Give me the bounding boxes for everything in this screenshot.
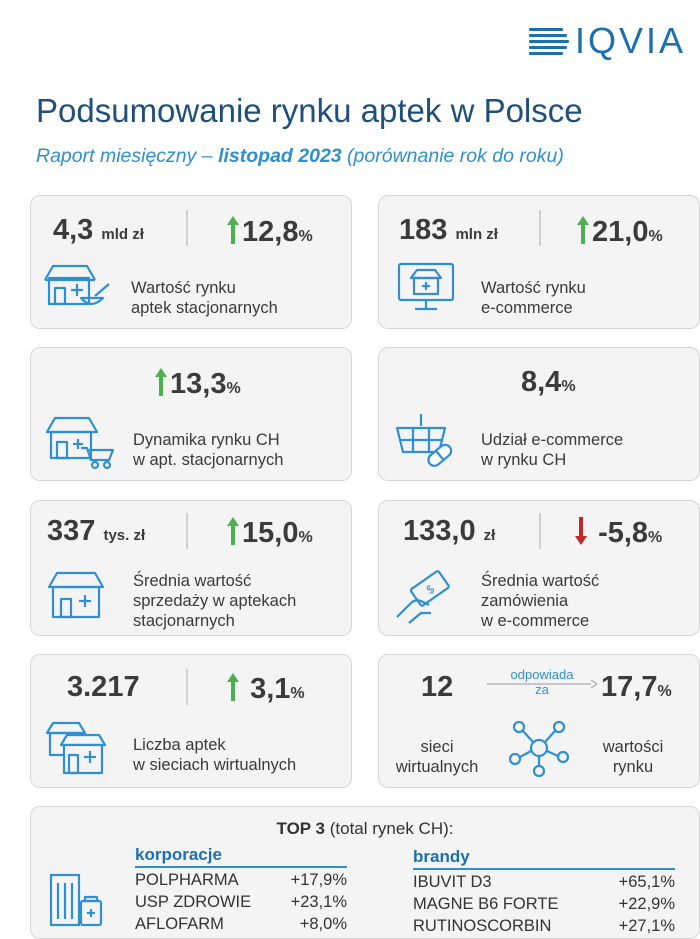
ecommerce-share-label: Udział e-commerce w rynku CH [481, 431, 624, 469]
virtual-networks-right-label: wartości rynku [602, 738, 664, 776]
card-avg-sales: 337 tys. zł 15,0% Średnia wartość sprzeda… [30, 500, 352, 636]
arrow-right-icon [487, 679, 597, 689]
card-market-ecommerce: 183 mln zł 21,0% Wartość rynku e-commerce [378, 195, 700, 329]
card-virtual-networks: 12 odpowiada za 17,7% sieci wirtualnych wa… [378, 654, 700, 788]
corporation-row: AFLOFARM +8,0% [135, 915, 347, 933]
page-title: Podsumowanie rynku aptek w Polsce [36, 92, 583, 129]
corporations-heading: korporacje [135, 845, 222, 864]
card-avg-order: 133,0 zł -5,8% $ Średnia wartość zamówien… [378, 500, 700, 636]
arrow-up-icon [155, 368, 167, 396]
market-ecommerce-label: Wartość rynku e-commerce [481, 279, 586, 317]
market-stationary-change: 12,8% [227, 216, 313, 247]
arrow-up-icon [227, 673, 239, 701]
network-icon [509, 720, 569, 777]
page-subtitle: Raport miesięczny – listopad 2023 (porów… [36, 145, 564, 167]
market-ecommerce-value: 183 mln zł [399, 214, 498, 246]
avg-sales-value: 337 tys. zł [47, 515, 146, 547]
avg-order-change: -5,8% [575, 517, 662, 548]
card-market-stationary: 4,3 mld zł 12,8% Wartość rynku aptek stac… [30, 195, 352, 329]
arrow-down-icon [575, 517, 587, 545]
pharmacy-icon [47, 571, 105, 619]
brand-row: RUTINOSCORBIN +27,1% [413, 917, 675, 935]
iqvia-logo: IQVIA [528, 20, 686, 62]
corporation-row: USP ZDROWIE +23,1% [135, 893, 347, 911]
card-ecommerce-share: 8,4% Udział e-commerce w rynku CH [378, 347, 700, 481]
card-ch-dynamics: 13,3% Dynamika rynku CH w apt. stacjonarn… [30, 347, 352, 481]
pharmacy-cart-icon [45, 416, 115, 470]
avg-order-value: 133,0 zł [403, 515, 496, 547]
svg-text:$: $ [423, 581, 437, 597]
pharmacy-building-icon [49, 873, 103, 927]
market-stationary-label: Wartość rynku aptek stacjonarnych [131, 279, 278, 317]
virtual-networks-share: 17,7% [601, 671, 672, 703]
brand-row: IBUVIT D3 +65,1% [413, 873, 675, 891]
virtual-count-value: 3.217 [67, 671, 140, 703]
basket-pill-icon [395, 414, 453, 467]
virtual-networks-left-label: sieci wirtualnych [395, 738, 479, 776]
logo-text: IQVIA [574, 20, 686, 61]
market-stationary-value: 4,3 mld zł [53, 214, 144, 246]
avg-sales-change: 15,0% [227, 517, 313, 548]
ch-dynamics-change: 13,3% [155, 368, 241, 399]
virtual-count-label: Liczba aptek w sieciach wirtualnych [133, 736, 297, 774]
hand-card-icon: $ [396, 570, 450, 624]
avg-order-label: Średnia wartość zamówienia w e-commerce [481, 572, 600, 630]
pharmacies-icon [45, 721, 107, 775]
arrow-up-icon [227, 216, 239, 244]
avg-sales-label: Średnia wartość sprzedaży w aptekach stacj… [133, 572, 297, 630]
ch-dynamics-label: Dynamika rynku CH w apt. stacjonarnych [133, 431, 284, 469]
arrow-up-icon [227, 517, 239, 545]
card-top3: TOP 3 (total rynek CH): korporacje POLPH… [30, 806, 700, 939]
brand-row: MAGNE B6 FORTE +22,9% [413, 895, 675, 913]
corporation-row: POLPHARMA +17,9% [135, 871, 347, 889]
top3-title: TOP 3 (total rynek CH): [276, 819, 454, 838]
virtual-networks-value: 12 [421, 671, 454, 703]
brands-heading: brandy [413, 847, 470, 866]
virtual-count-change: 3,1% [227, 673, 305, 704]
corresponds-to-label: odpowiada za [510, 667, 574, 697]
monitor-pharmacy-icon [397, 262, 455, 311]
logo-lines-icon [528, 27, 569, 55]
card-virtual-count: 3.217 3,1% Liczba aptek w sieciach wirtua… [30, 654, 352, 788]
pharmacy-mortar-icon [44, 264, 110, 306]
ecommerce-share-value: 8,4% [521, 366, 576, 398]
arrow-up-icon [577, 216, 589, 244]
market-ecommerce-change: 21,0% [577, 216, 663, 247]
